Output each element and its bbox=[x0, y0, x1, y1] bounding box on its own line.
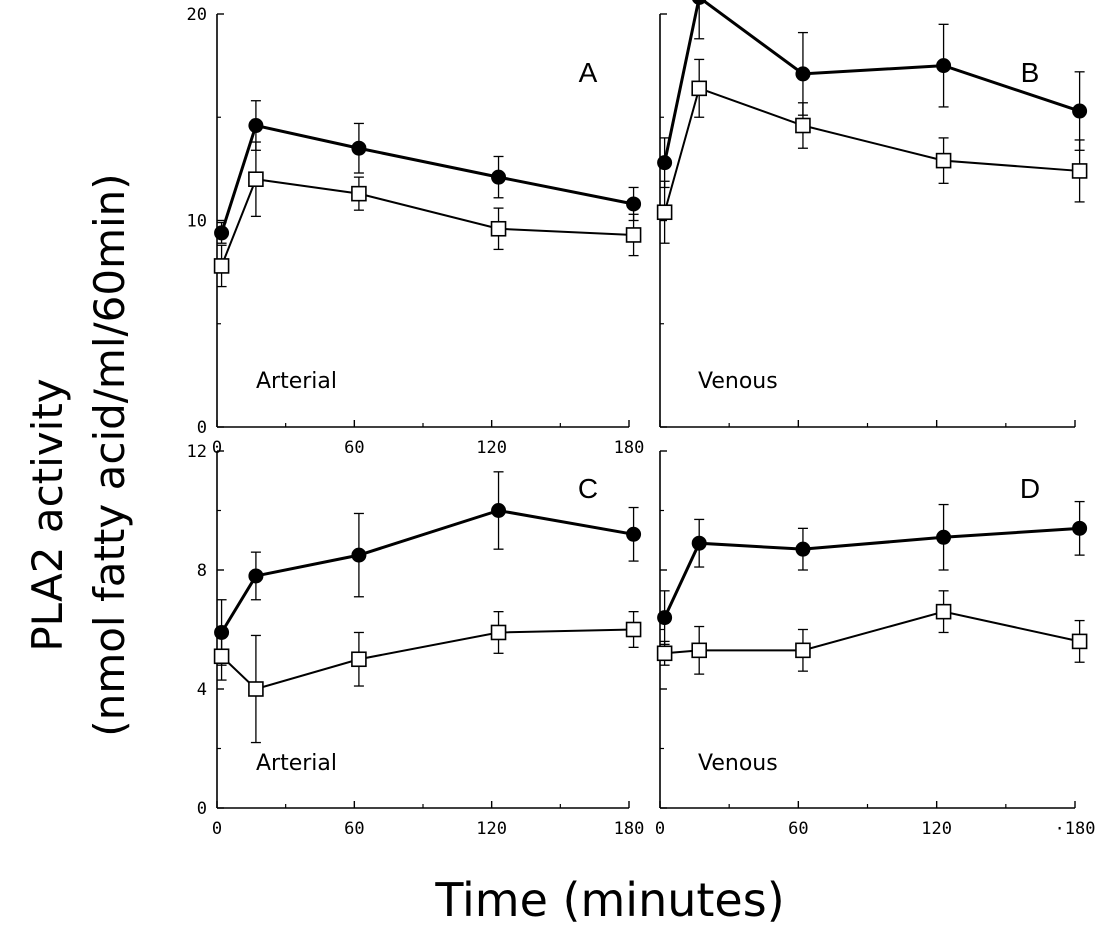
panel-d-series-filled-line bbox=[663, 526, 1080, 619]
x-axis-label: Time (minutes) bbox=[434, 873, 784, 927]
data-point-open bbox=[248, 681, 264, 697]
data-point-open bbox=[795, 642, 811, 659]
panel-d-series-open bbox=[656, 590, 1088, 675]
panel-c-x-tick-label: 120 bbox=[476, 819, 507, 839]
panel-c-series-filled bbox=[214, 471, 642, 666]
panel-d-x-tick-label: 120 bbox=[921, 819, 952, 839]
panel-d-x-tick-label: 60 bbox=[788, 819, 808, 839]
data-point-open bbox=[691, 642, 707, 659]
data-point-filled bbox=[936, 58, 952, 74]
panel-b-label: Venous bbox=[698, 369, 778, 394]
data-point-filled bbox=[795, 66, 811, 82]
data-point-filled bbox=[795, 541, 811, 557]
data-point-filled bbox=[657, 155, 673, 171]
panel-a-letter: A bbox=[579, 57, 598, 88]
panel-c-letter: C bbox=[578, 473, 598, 504]
data-point-open bbox=[213, 258, 230, 274]
data-point-open bbox=[351, 185, 367, 202]
data-point-open bbox=[656, 204, 673, 221]
panel-c-y-tick-label: 4 bbox=[197, 680, 207, 700]
panel-c-series-open-line bbox=[220, 628, 634, 691]
panel-b-series-open bbox=[656, 58, 1088, 244]
panel-b-series-filled-line bbox=[663, 0, 1081, 163]
data-point-open bbox=[935, 603, 952, 620]
panel-d-x-tick-label: ·180 bbox=[1055, 819, 1096, 839]
data-point-open bbox=[625, 227, 642, 243]
panel-a-series-filled-line bbox=[220, 123, 634, 234]
panel-d-series-filled bbox=[657, 500, 1088, 646]
data-point-open bbox=[248, 171, 264, 187]
panel-c-series-open bbox=[213, 611, 642, 744]
panel-b: B Venous bbox=[656, 0, 1088, 428]
panel-a-x-tick-label: 0 bbox=[212, 438, 222, 458]
data-point-filled bbox=[936, 529, 952, 545]
panel-c-label: Arterial bbox=[256, 751, 337, 776]
y-axis-label-line2: (nmol fatty acid/ml/60min) bbox=[85, 173, 134, 736]
data-point-filled bbox=[626, 196, 642, 212]
data-point-open bbox=[1071, 163, 1088, 179]
panel-a: 0 10 20 0 60 120 180 A Arterial bbox=[187, 5, 645, 458]
data-point-filled bbox=[351, 547, 367, 563]
panel-b-series-open-line bbox=[663, 87, 1080, 213]
y-axis-label: PLA2 activity (nmol fatty acid/ml/60min) bbox=[23, 173, 134, 736]
panel-b-letter: B bbox=[1021, 57, 1040, 88]
data-point-filled bbox=[351, 140, 367, 156]
data-point-open bbox=[490, 624, 507, 641]
panel-a-series-open bbox=[213, 141, 642, 288]
data-point-filled bbox=[214, 225, 230, 241]
panel-a-x-tick-label: 180 bbox=[614, 438, 645, 458]
data-point-open bbox=[490, 220, 507, 237]
data-point-filled bbox=[691, 535, 707, 551]
panel-a-label: Arterial bbox=[256, 369, 337, 394]
panel-d: 0 60 120 ·180 D Venous bbox=[655, 450, 1096, 839]
data-point-filled bbox=[491, 503, 507, 518]
panel-d-letter: D bbox=[1020, 473, 1040, 504]
panel-a-series-filled bbox=[214, 100, 642, 244]
panel-d-x-tick-label: 0 bbox=[655, 819, 665, 839]
panel-c-y-tick-label: 8 bbox=[197, 561, 207, 581]
data-point-filled bbox=[626, 526, 642, 542]
data-point-open bbox=[351, 651, 367, 668]
data-point-filled bbox=[248, 118, 264, 134]
data-point-open bbox=[691, 80, 707, 97]
panel-c-x-tick-label: 180 bbox=[614, 819, 645, 839]
panel-c-x-tick-label: 0 bbox=[212, 819, 222, 839]
panel-c-y-tick-label: 12 bbox=[187, 442, 207, 462]
panel-a-y-tick-label: 20 bbox=[187, 5, 207, 25]
panel-c-x-tick-label: 60 bbox=[344, 819, 364, 839]
panel-d-series-open-line bbox=[664, 610, 1080, 655]
panel-a-y-tick-label: 0 bbox=[197, 418, 207, 438]
panel-c-y-tick-label: 0 bbox=[197, 799, 207, 819]
panel-d-label: Venous bbox=[698, 751, 778, 776]
data-point-filled bbox=[248, 568, 264, 584]
data-point-open bbox=[625, 621, 642, 638]
data-point-filled bbox=[657, 610, 673, 626]
data-point-open bbox=[213, 648, 230, 665]
panel-a-y-tick-label: 10 bbox=[187, 212, 207, 232]
data-point-filled bbox=[491, 169, 507, 185]
data-point-open bbox=[795, 117, 811, 134]
y-axis-label-line1: PLA2 activity bbox=[23, 378, 72, 651]
data-point-filled bbox=[1072, 520, 1088, 536]
panel-a-x-tick-label: 60 bbox=[344, 438, 364, 458]
data-point-open bbox=[1071, 633, 1088, 650]
panel-a-x-tick-label: 120 bbox=[476, 438, 507, 458]
panel-b-series-filled bbox=[657, 0, 1088, 189]
data-point-filled bbox=[692, 0, 707, 5]
panel-c-series-filled-line bbox=[220, 508, 634, 634]
data-point-filled bbox=[1072, 103, 1088, 119]
data-point-open bbox=[935, 152, 952, 169]
data-point-open bbox=[656, 645, 673, 662]
